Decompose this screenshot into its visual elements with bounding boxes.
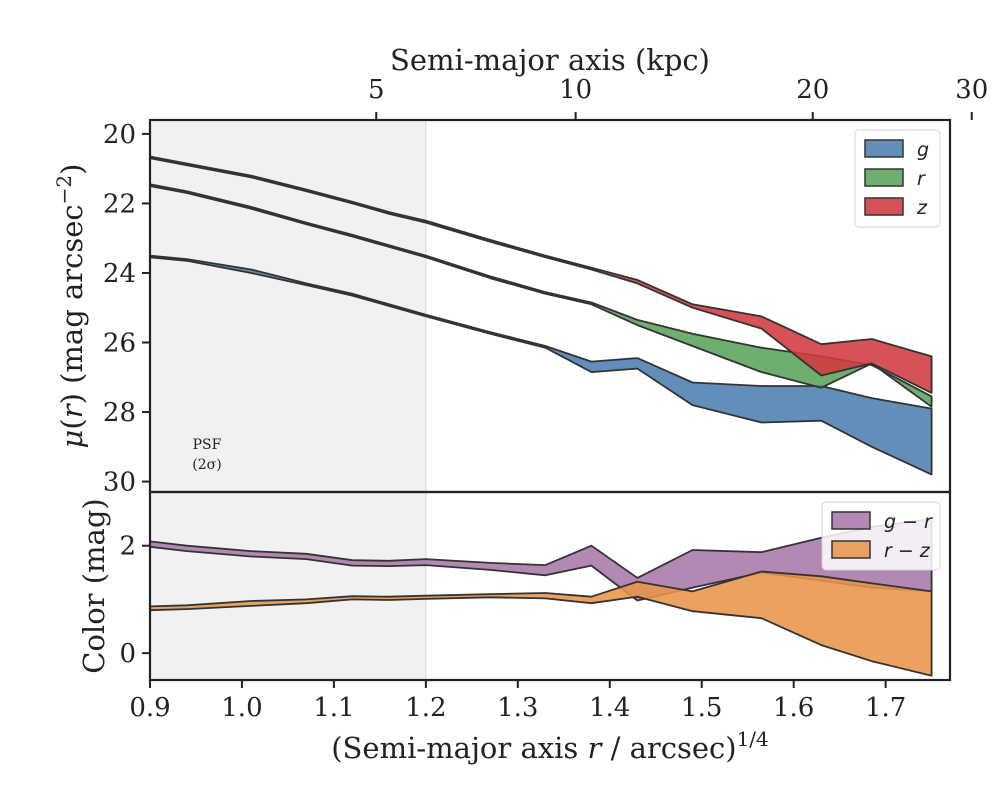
top-xtick-label: 30 — [955, 75, 988, 105]
legend-label: g — [917, 139, 929, 161]
bottom-xtick-label: 1.3 — [497, 693, 538, 723]
top-ytick-label: 20 — [103, 120, 136, 150]
legend-swatch — [864, 168, 904, 187]
top-ytick-label: 26 — [103, 329, 136, 359]
legend-swatch — [864, 197, 904, 216]
psf-shaded-region-top — [150, 120, 426, 492]
top-ytick-label: 30 — [103, 468, 136, 498]
psf-label-line1: PSF — [193, 437, 222, 453]
bottom-xtick-label: 1.4 — [589, 693, 630, 723]
mu-unit: ) (mag arcsec — [55, 204, 89, 404]
top-xtick-label: 20 — [796, 75, 829, 105]
bottom-y-axis-label: Color (mag) — [77, 498, 111, 673]
top-xtick-label: 5 — [368, 75, 385, 105]
bottom-x-axis-label: (Semi-major axis r / arcsec)1/4 — [331, 727, 769, 765]
xlabel-mid: / arcsec) — [601, 731, 736, 765]
surface-brightness-bands — [149, 155, 933, 476]
bottom-xtick-label: 0.9 — [129, 693, 170, 723]
mu-r-var: r — [55, 402, 89, 418]
top-y-axis-label: μ(r) (mag arcsec−2) — [52, 164, 89, 449]
top-legend: grz — [854, 129, 941, 228]
legend-label: g − r — [884, 511, 933, 533]
legend-swatch — [831, 511, 871, 530]
mu-r-paren: ( — [55, 418, 89, 429]
bottom-ytick-label: 0 — [119, 639, 136, 669]
xlabel-exp: 1/4 — [737, 727, 769, 751]
top-ytick-label: 28 — [103, 398, 136, 428]
bottom-xtick-label: 1.0 — [221, 693, 262, 723]
legend-swatch — [831, 540, 871, 559]
legend-label: r — [917, 168, 926, 190]
bottom-xtick-label: 1.7 — [865, 693, 906, 723]
mu-unit-exp: −2 — [52, 175, 76, 204]
psf-shaded-region-bottom — [150, 492, 426, 680]
bottom-xtick-label: 1.6 — [773, 693, 814, 723]
color-bands — [149, 518, 933, 677]
bottom-xtick-label: 1.1 — [313, 693, 354, 723]
bottom-legend: g − r r − z — [821, 501, 941, 571]
mu-symbol: μ — [55, 430, 89, 449]
color-band-rz — [149, 570, 933, 677]
bottom-xtick-label: 1.5 — [681, 693, 722, 723]
xlabel-open: (Semi-major axis — [331, 731, 587, 765]
top-ytick-label: 24 — [103, 259, 136, 289]
legend-swatch — [864, 139, 904, 158]
mu-band-g — [149, 254, 933, 476]
legend-label: r − z — [884, 540, 931, 562]
bottom-xtick-label: 1.2 — [405, 693, 446, 723]
legend-label: z — [916, 197, 928, 219]
psf-label-line2: (2σ) — [192, 457, 221, 473]
top-ytick-label: 22 — [103, 189, 136, 219]
mu-unit-close: ) — [55, 164, 89, 175]
axis-ticks: 202224262830510203050020.91.01.11.21.31.… — [103, 75, 988, 723]
bottom-ytick-label: 2 — [119, 532, 136, 562]
top-x-axis-label: Semi-major axis (kpc) — [390, 43, 710, 77]
xlabel-r: r — [588, 731, 604, 765]
bottom-panel-frame — [148, 490, 952, 682]
mu-band-z — [149, 155, 933, 394]
top-xtick-label: 10 — [559, 75, 592, 105]
mu-band-r — [149, 183, 933, 408]
